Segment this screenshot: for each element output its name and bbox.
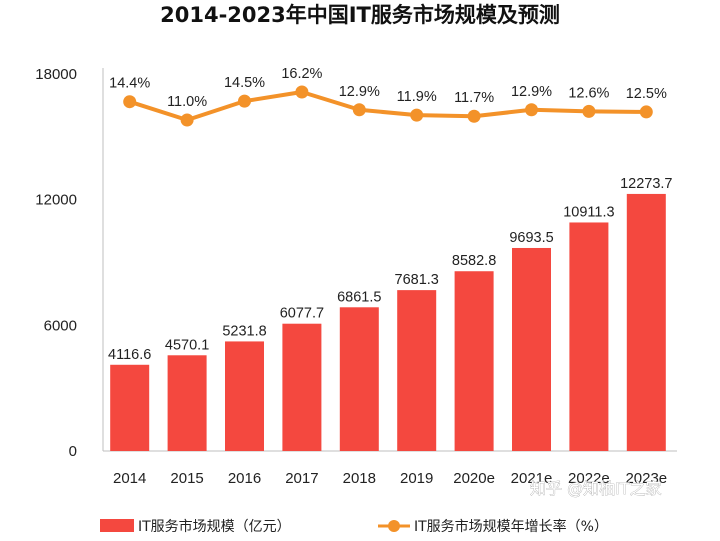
growth-point-2017 [295, 85, 309, 99]
growth-label-2022e: 12.6% [568, 85, 609, 101]
y-tick-label-0: 0 [69, 443, 77, 460]
legend-bar-swatch [100, 519, 134, 532]
bar-2020e [454, 271, 494, 451]
bar-2016 [225, 341, 264, 451]
growth-point-2021e [525, 103, 538, 117]
bar-2017 [282, 323, 322, 451]
growth-point-2019 [410, 108, 424, 122]
bar-2018 [339, 307, 379, 451]
growth-point-2023e [639, 105, 653, 119]
x-tick-label-4: 2018 [343, 470, 376, 487]
x-tick-label-5: 2019 [400, 470, 433, 487]
legend-line-label: IT服务市场规模年增长率（%） [414, 518, 608, 535]
x-tick-label-0: 2014 [113, 470, 146, 487]
growth-point-2015 [180, 113, 194, 127]
bar-2014 [110, 364, 150, 451]
growth-label-2019: 11.9% [397, 89, 437, 105]
bar-2023e [626, 193, 666, 451]
x-tick-label-3: 2017 [285, 470, 318, 487]
bar-label-2015: 4570.1 [165, 337, 209, 353]
y-tick-label-2: 12000 [35, 192, 77, 209]
growth-label-2014: 14.4% [109, 76, 150, 92]
legend: IT服务市场规模（亿元） IT服务市场规模年增长率（%） [100, 518, 608, 535]
x-tick-label-6: 2020e [453, 470, 495, 487]
line-series [123, 85, 653, 127]
y-tick-label-3: 18000 [35, 66, 77, 83]
watermark: 知乎 @知柚IT之家 [530, 479, 662, 498]
growth-label-2020e: 11.7% [454, 90, 494, 106]
growth-point-2016 [238, 94, 251, 108]
bar-2021e [512, 247, 551, 451]
y-axis: 0 6000 12000 18000 [35, 66, 104, 460]
bar-2022e [569, 222, 609, 451]
x-axis: 2014 2015 2016 2017 2018 2019 2020e 2021e 2022e 2… [103, 450, 677, 487]
line-labels: 14.4% 11.0% 14.5% 16.2% 12.9% 11.9% 11.7% 12.9%… [109, 66, 667, 110]
bar-2015 [167, 355, 207, 451]
bar-2019 [397, 290, 437, 451]
bar-label-2014: 4116.6 [108, 347, 151, 363]
bar-labels: 4116.6 4570.1 5231.8 6077.7 6861.5 7681.3 8582… [108, 176, 672, 363]
growth-label-2017: 16.2% [281, 66, 322, 82]
growth-point-2014 [123, 95, 137, 109]
growth-label-2023e: 12.5% [626, 86, 667, 102]
x-tick-label-9: 2023e [625, 470, 667, 487]
bar-label-2021e: 9693.5 [509, 230, 553, 246]
bar-label-2017: 6077.7 [280, 306, 324, 322]
growth-label-2018: 12.9% [339, 84, 380, 100]
y-tick-label-1: 6000 [44, 317, 77, 334]
bar-label-2019: 7681.3 [395, 272, 439, 288]
x-tick-label-2: 2016 [228, 470, 261, 487]
bar-label-2023e: 12273.7 [620, 176, 672, 192]
growth-point-2018 [352, 103, 366, 117]
growth-label-2021e: 12.9% [511, 84, 552, 100]
growth-point-2022e [582, 104, 596, 118]
growth-line [129, 90, 647, 122]
x-tick-label-8: 2022e [568, 470, 610, 487]
legend-bar-label: IT服务市场规模（亿元） [138, 518, 291, 535]
legend-line-marker [388, 520, 400, 532]
bar-label-2016: 5231.8 [222, 323, 266, 339]
bar-label-2018: 6861.5 [337, 289, 381, 305]
bar-label-2020e: 8582.8 [452, 253, 496, 269]
growth-label-2016: 14.5% [224, 75, 265, 91]
growth-point-2020e [467, 109, 481, 123]
bar-label-2022e: 10911.3 [563, 204, 614, 220]
chart-title: 2014-2023年中国IT服务市场规模及预测 [160, 3, 560, 27]
x-tick-label-7: 2021e [511, 470, 553, 487]
growth-label-2015: 11.0% [167, 94, 207, 110]
x-tick-label-1: 2015 [170, 470, 203, 487]
bar-series [110, 193, 666, 451]
